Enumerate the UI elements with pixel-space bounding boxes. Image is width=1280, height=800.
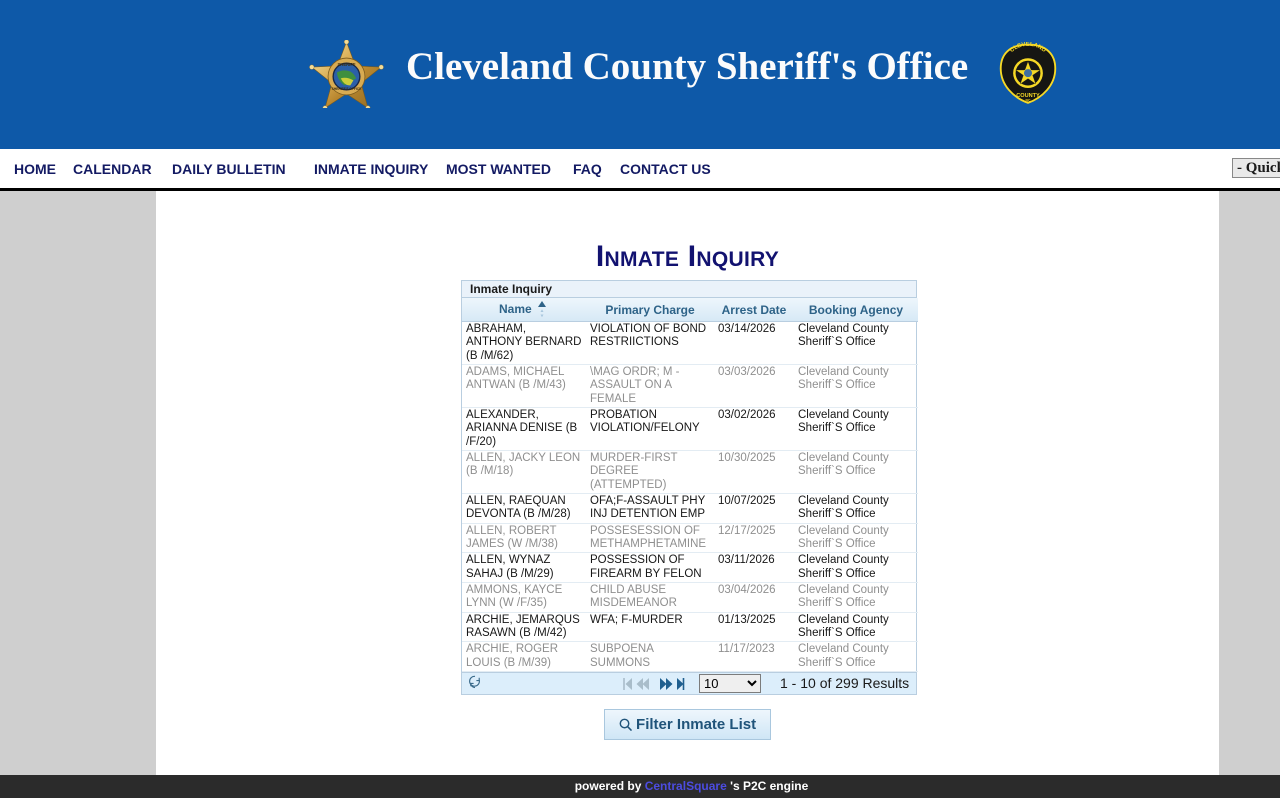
svg-text:NC: NC — [1026, 99, 1031, 103]
svg-text:COUNTY: COUNTY — [1016, 93, 1040, 99]
svg-text:SHERIFF: SHERIFF — [337, 62, 355, 67]
svg-text:SHERIFF'S OFFICE: SHERIFF'S OFFICE — [332, 87, 362, 91]
